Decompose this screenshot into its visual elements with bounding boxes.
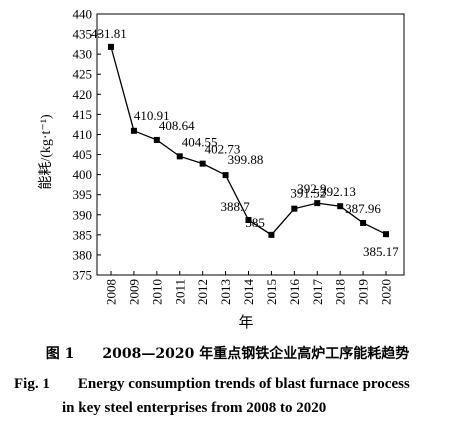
data-label: 391.52 bbox=[290, 186, 326, 201]
data-point bbox=[153, 136, 160, 143]
x-tick-label: 2010 bbox=[149, 279, 164, 305]
y-tick-label: 415 bbox=[73, 107, 93, 122]
data-point bbox=[268, 231, 275, 238]
data-point bbox=[222, 172, 229, 179]
y-tick-label: 440 bbox=[73, 7, 93, 22]
y-tick-label: 430 bbox=[73, 47, 93, 62]
y-tick-label: 390 bbox=[73, 207, 93, 222]
y-tick-label: 410 bbox=[73, 127, 93, 142]
data-label: 408.64 bbox=[159, 118, 195, 133]
x-tick-label: 2008 bbox=[104, 279, 119, 305]
data-label: 402.73 bbox=[205, 142, 241, 157]
plot-frame bbox=[96, 13, 405, 276]
y-axis-title: 能耗/(kg·t⁻¹) bbox=[38, 114, 54, 190]
x-tick-label: 2018 bbox=[333, 279, 348, 305]
caption-cn-text: 2008—2020 年重点钢铁企业高炉工序能耗趋势 bbox=[102, 346, 410, 362]
figure-caption-chinese: 图 1 2008—2020 年重点钢铁企业高炉工序能耗趋势 bbox=[0, 345, 455, 363]
data-point bbox=[245, 216, 252, 223]
x-tick-label: 2015 bbox=[264, 279, 279, 305]
x-axis-title: 年 bbox=[238, 314, 253, 331]
data-label: 385.17 bbox=[363, 244, 399, 259]
data-point bbox=[314, 200, 321, 207]
axes: 3753803853903954004054104154204254304354… bbox=[73, 7, 405, 306]
data-point bbox=[360, 219, 367, 226]
data-point bbox=[108, 43, 114, 50]
figure-caption-english-line1: Fig. 1 Energy consumption trends of blast… bbox=[14, 375, 455, 393]
caption-en-line2: in key steel enterprises from 2008 to 20… bbox=[62, 400, 327, 416]
data-label: 385 bbox=[245, 215, 265, 230]
y-tick-label: 425 bbox=[73, 67, 93, 82]
y-tick-label: 405 bbox=[73, 147, 93, 162]
x-tick-label: 2011 bbox=[172, 279, 187, 305]
data-label: 410.91 bbox=[134, 108, 170, 123]
marker-layer bbox=[108, 43, 389, 238]
figure-caption-english-line2: in key steel enterprises from 2008 to 20… bbox=[62, 399, 455, 417]
data-point bbox=[291, 205, 298, 212]
y-tick-label: 435 bbox=[73, 27, 93, 42]
data-label: 392.13 bbox=[320, 184, 356, 199]
line-chart: 3753803853903954004054104154204254304354… bbox=[38, 7, 405, 331]
data-label: 431.81 bbox=[91, 26, 127, 41]
caption-en-label: Fig. 1 bbox=[14, 376, 50, 392]
x-tick-label: 2019 bbox=[356, 279, 371, 305]
data-label: 387.96 bbox=[345, 201, 381, 216]
caption-cn-label: 图 1 bbox=[45, 346, 75, 362]
data-point bbox=[199, 160, 206, 167]
data-label: 399.88 bbox=[228, 152, 264, 167]
data-point bbox=[337, 203, 344, 210]
x-tick-label: 2012 bbox=[195, 279, 210, 305]
x-tick-label: 2009 bbox=[126, 279, 141, 305]
y-tick-label: 395 bbox=[73, 187, 93, 202]
x-tick-label: 2013 bbox=[218, 279, 233, 305]
x-tick-label: 2014 bbox=[241, 279, 256, 306]
data-label: 392.9 bbox=[297, 181, 326, 196]
caption-en-line1: Energy consumption trends of blast furna… bbox=[77, 376, 410, 392]
data-label: 404.55 bbox=[182, 134, 218, 149]
y-tick-label: 375 bbox=[73, 268, 93, 283]
x-tick-label: 2020 bbox=[379, 279, 394, 305]
x-tick-label: 2017 bbox=[310, 279, 325, 306]
y-tick-label: 400 bbox=[73, 167, 93, 182]
y-tick-label: 420 bbox=[73, 87, 93, 102]
x-tick-label: 2016 bbox=[287, 279, 302, 306]
data-point bbox=[383, 231, 389, 238]
data-label: 388.7 bbox=[221, 199, 251, 214]
y-tick-label: 385 bbox=[73, 227, 93, 242]
data-point bbox=[130, 127, 137, 134]
y-tick-label: 380 bbox=[73, 247, 93, 262]
data-point bbox=[176, 153, 183, 160]
